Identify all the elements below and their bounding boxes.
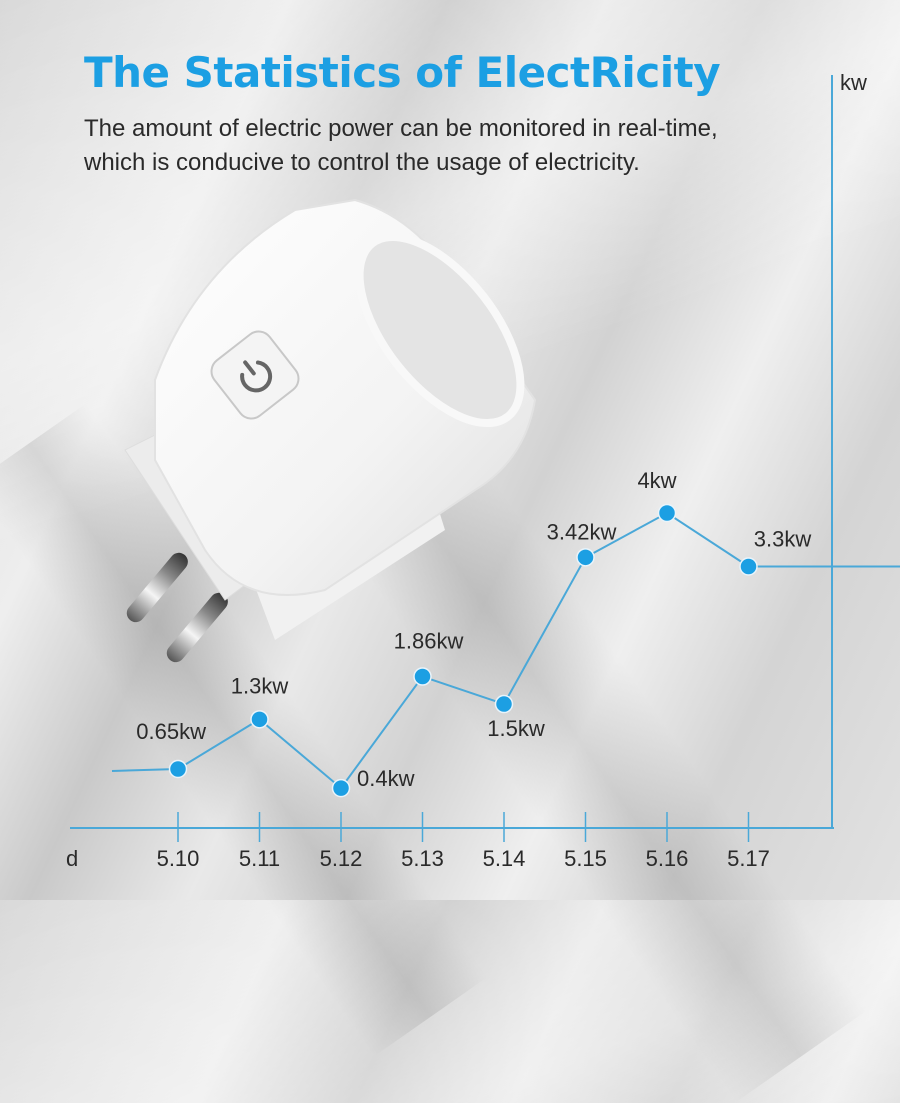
x-tick-label: 5.15 (564, 846, 607, 871)
data-point (576, 548, 595, 567)
chart-axes: kw d 5.10 5.11 5.12 5.13 5.14 5.15 5.16 5.17 (66, 70, 867, 871)
x-tick-label: 5.13 (401, 846, 444, 871)
x-tick-label: 5.12 (320, 846, 363, 871)
page-title: The Statistics of ElectRicity (84, 48, 721, 97)
data-label: 3.42kw (547, 519, 617, 544)
data-point (331, 778, 351, 798)
x-tick-label: 5.14 (483, 846, 526, 871)
y-axis-label: kw (840, 70, 867, 95)
data-point (168, 759, 188, 779)
data-label: 1.3kw (231, 673, 289, 698)
x-tick-label: 5.16 (646, 846, 689, 871)
x-tick-label: 5.10 (157, 846, 200, 871)
data-point (494, 694, 514, 714)
data-label: 4kw (637, 468, 676, 493)
data-point (657, 503, 677, 523)
plug-pins (126, 552, 228, 663)
power-line-chart: kw d 5.10 5.11 5.12 5.13 5.14 5.15 5.16 5.17 0.65… (66, 70, 900, 871)
data-point (413, 667, 432, 686)
page-subtitle: The amount of electric power can be moni… (84, 112, 824, 180)
chart-labels: 0.65kw 1.3kw 0.4kw 1.86kw 1.5kw 3.42kw 4kw 3.3k… (136, 468, 811, 791)
chart-series (111, 503, 900, 798)
data-label: 0.4kw (357, 766, 415, 791)
data-point (250, 710, 269, 729)
data-label: 3.3kw (754, 526, 812, 551)
smart-plug-image (124, 198, 537, 663)
x-axis-label: d (66, 846, 78, 871)
power-button[interactable] (206, 326, 304, 424)
power-icon (240, 360, 273, 393)
subtitle-line-2: which is conducive to control the usage … (84, 149, 640, 176)
data-label: 1.86kw (394, 629, 464, 654)
x-tick-label: 5.17 (727, 846, 770, 871)
x-tick-label: 5.11 (239, 846, 280, 871)
data-label: 0.65kw (136, 719, 206, 744)
subtitle-line-1: The amount of electric power can be moni… (84, 115, 718, 142)
data-point (739, 557, 758, 576)
data-label: 1.5kw (487, 716, 545, 741)
